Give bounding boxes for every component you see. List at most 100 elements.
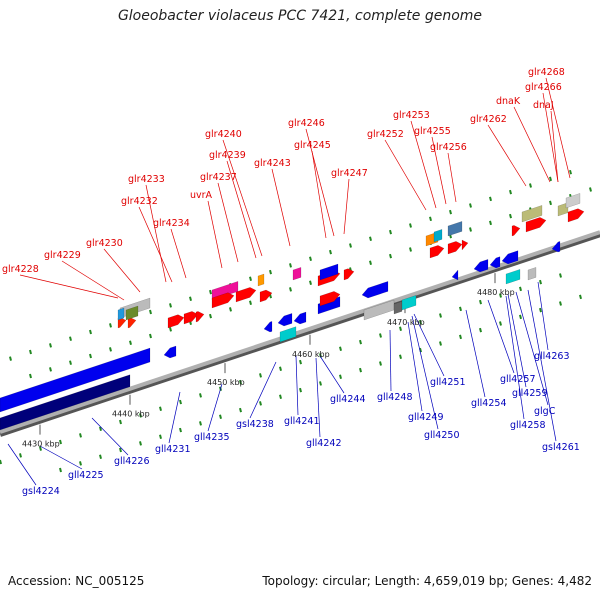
- reverse-gene-label: gll4250: [424, 430, 460, 441]
- guide-dot: [179, 399, 182, 405]
- genome-title: Gloeobacter violaceus PCC 7421, complete…: [117, 8, 483, 24]
- forward-gene-label: glr4255: [414, 126, 451, 137]
- guide-dot: [109, 323, 112, 328]
- forward-gene-label: glr4239: [209, 150, 246, 161]
- guide-dot: [309, 280, 312, 286]
- guide-dot: [359, 339, 362, 345]
- forward-gene-label: glr4247: [331, 168, 368, 179]
- guide-dot: [169, 303, 172, 308]
- forward-gene-leader: [217, 182, 239, 263]
- guide-dot: [199, 421, 202, 426]
- guide-dot: [69, 360, 72, 365]
- guide-dot: [249, 276, 252, 281]
- forward-gene-leader: [343, 178, 350, 235]
- forward-gene-leader: [226, 160, 257, 259]
- forward-gene-label: glr4243: [254, 158, 291, 169]
- guide-dot: [559, 301, 562, 306]
- forward-gene-leader: [145, 184, 167, 283]
- forward-gene-glyph: [343, 268, 355, 281]
- guide-dot: [39, 446, 42, 451]
- guide-dot: [329, 249, 332, 255]
- forward-gene-glyph: [211, 292, 235, 309]
- guide-dot: [259, 401, 262, 406]
- forward-gene-glyph: [319, 291, 341, 307]
- gene-feature-glyph: [257, 273, 265, 287]
- reverse-gene-label: gll4251: [430, 377, 466, 388]
- reverse-gene-leader: [295, 355, 299, 416]
- forward-gene-label: glr4234: [153, 218, 190, 229]
- guide-dot: [0, 459, 2, 465]
- forward-gene-label: dnaK: [496, 96, 521, 107]
- guide-dot: [99, 426, 102, 431]
- gene-feature-glyph: [433, 228, 443, 243]
- guide-dot: [439, 341, 442, 346]
- reverse-gene-label: gll4254: [471, 398, 507, 409]
- guide-dot: [509, 189, 512, 195]
- reverse-gene-leader: [507, 293, 527, 388]
- gene-feature-glyph: [292, 266, 302, 281]
- guide-dot: [379, 361, 382, 366]
- guide-dot: [449, 209, 452, 215]
- guide-dot: [379, 333, 382, 338]
- guide-dot: [59, 467, 62, 473]
- gene-feature-glyph: [319, 263, 339, 281]
- gene-feature-glyph: [125, 305, 139, 321]
- reverse-gene-label: gll4248: [377, 392, 413, 403]
- forward-gene-glyph: [429, 245, 445, 259]
- guide-dot: [29, 349, 32, 355]
- forward-gene-label: glr4237: [200, 172, 237, 183]
- guide-dot: [549, 200, 552, 206]
- guide-dot: [29, 373, 32, 379]
- guide-dot: [419, 347, 422, 353]
- forward-gene-leader: [305, 128, 335, 237]
- guide-dot: [469, 203, 472, 208]
- guide-dot: [309, 256, 312, 262]
- guide-dot: [369, 236, 372, 242]
- guide-dot: [239, 407, 242, 413]
- forward-gene-label: glr4240: [205, 129, 242, 140]
- guide-dot: [509, 213, 512, 219]
- reverse-gene-leader: [249, 361, 277, 419]
- gene-feature-glyph: [527, 266, 537, 281]
- scale-tick-label: 4430 kbp: [22, 440, 60, 449]
- reverse-gene-leader: [411, 315, 439, 430]
- guide-dot: [569, 169, 572, 175]
- forward-gene-label: glr4268: [528, 67, 565, 78]
- reverse-gene-leader: [315, 357, 321, 438]
- forward-gene-label: uvrA: [190, 190, 213, 201]
- scale-tick-label: 4450 kbp: [207, 378, 245, 387]
- guide-dot: [79, 433, 82, 438]
- forward-gene-label: glr4229: [44, 250, 81, 261]
- guide-dot: [229, 307, 232, 312]
- reverse-gene-label: gsl4261: [542, 442, 580, 453]
- reverse-gene-leader: [91, 417, 129, 456]
- guide-dot: [9, 356, 12, 361]
- forward-gene-label: glr4230: [86, 238, 123, 249]
- forward-gene-label: glr4262: [470, 114, 507, 125]
- reverse-gene-label: gll4231: [155, 444, 191, 455]
- forward-gene-leader: [384, 139, 427, 211]
- gene-feature-glyph: [505, 268, 521, 285]
- forward-gene-leader: [447, 152, 457, 203]
- reverse-gene-leader: [537, 281, 549, 351]
- guide-dot: [409, 223, 412, 228]
- scale-tick-label: 4440 kbp: [112, 410, 150, 419]
- guide-dot: [119, 419, 122, 425]
- reverse-gene-block: [0, 374, 131, 431]
- guide-dot: [89, 353, 92, 359]
- gene-feature-glyph: [447, 220, 463, 237]
- guide-dot: [499, 293, 502, 298]
- guide-dot: [139, 441, 142, 446]
- guide-dot: [289, 287, 292, 292]
- forward-gene-label: glr4252: [367, 129, 404, 140]
- reverse-gene-leader: [319, 355, 345, 394]
- gene-feature-glyph: [279, 326, 297, 343]
- guide-dot: [159, 406, 162, 411]
- guide-dot: [479, 299, 482, 305]
- gene-feature-glyph: [521, 204, 543, 223]
- guide-dot: [189, 296, 192, 301]
- guide-dot: [589, 187, 592, 192]
- forward-gene-leader: [545, 77, 571, 179]
- scale-tick-label: 4460 kbp: [292, 350, 330, 359]
